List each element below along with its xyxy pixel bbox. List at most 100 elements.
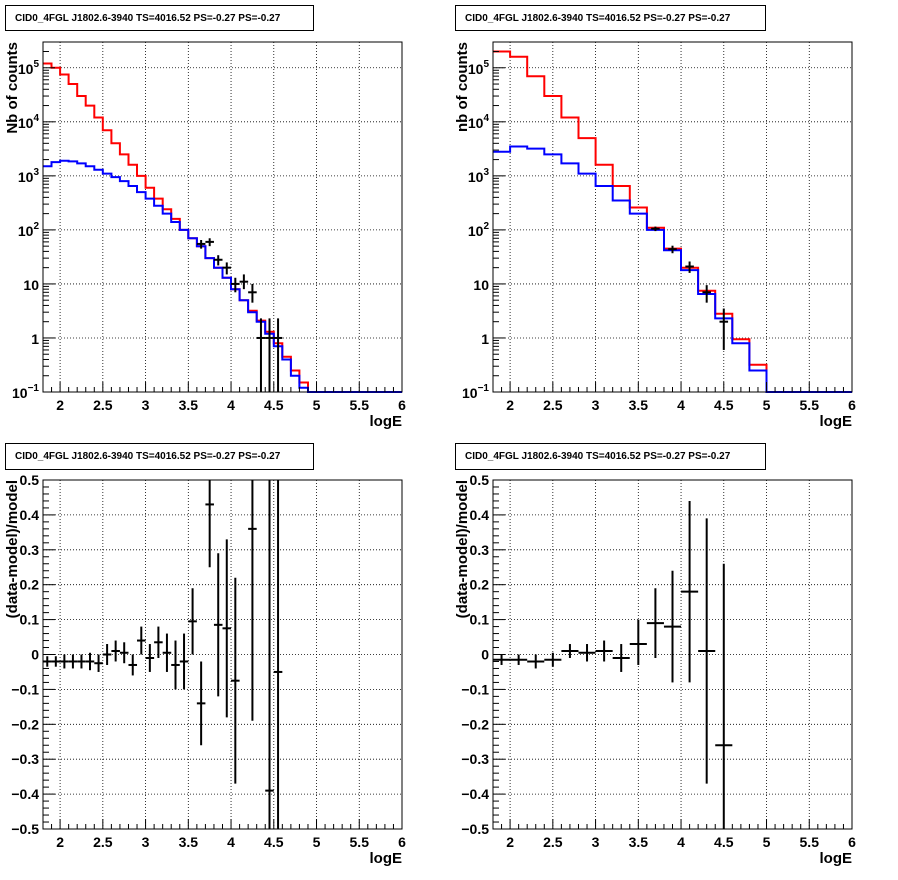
x-tick-label: 5.5 xyxy=(800,397,820,413)
y-tick-label: 0.5 xyxy=(470,472,490,488)
y-tick-label: 0 xyxy=(31,647,39,663)
y-tick-base: 1 xyxy=(481,331,489,347)
data-point xyxy=(145,644,155,672)
chart-title: CID0_4FGL J1802.6-3940 TS=4016.52 PS=-0.… xyxy=(15,451,281,462)
data-point xyxy=(119,642,129,664)
data-point xyxy=(527,654,545,669)
data-point xyxy=(213,255,223,266)
y-tick-label: 0 xyxy=(481,647,489,663)
data-point xyxy=(162,633,172,672)
y-tick-base: 10 xyxy=(12,385,28,401)
y-tick-exponent: 4 xyxy=(483,113,489,124)
x-tick-label: 4 xyxy=(677,834,685,850)
data-point xyxy=(85,652,95,671)
x-tick-label: 5 xyxy=(313,834,321,850)
y-tick-label: −0.4 xyxy=(11,786,39,802)
data-point xyxy=(256,318,266,392)
data-point xyxy=(188,588,197,655)
y-tick-label: −0.2 xyxy=(11,716,39,732)
x-tick-label: 2 xyxy=(506,834,514,850)
panel-3: CID0_4FGL J1802.6-3940 TS=4016.52 PS=-0.… xyxy=(4,443,406,867)
data-point xyxy=(111,640,120,662)
data-point xyxy=(646,588,664,658)
x-tick-label: 5 xyxy=(763,834,771,850)
series-blue-histogram xyxy=(43,159,402,393)
data-point xyxy=(273,318,283,392)
y-tick-base: 10 xyxy=(18,223,34,239)
y-tick-label: 0.1 xyxy=(20,612,40,628)
y-tick-label: −0.5 xyxy=(11,821,39,837)
y-tick-label: 103 xyxy=(468,167,490,185)
data-point xyxy=(205,480,214,568)
x-tick-label: 3.5 xyxy=(629,397,649,413)
y-tick-label: 1 xyxy=(31,331,39,347)
y-tick-base: 10 xyxy=(18,115,34,131)
plot-frame xyxy=(492,41,853,393)
x-tick-label: 4.5 xyxy=(264,834,284,850)
y-tick-base: 10 xyxy=(468,115,484,131)
data-point xyxy=(493,654,511,665)
y-tick-exponent: 4 xyxy=(33,113,39,124)
y-tick-label: 10−1 xyxy=(462,383,489,401)
y-tick-base: 10 xyxy=(23,277,39,293)
data-point xyxy=(171,640,180,690)
title-box xyxy=(5,443,314,470)
y-tick-label: −0.5 xyxy=(461,821,489,837)
data-point xyxy=(698,518,716,784)
y-tick-exponent: 3 xyxy=(33,167,39,178)
x-tick-label: 5 xyxy=(763,397,771,413)
x-tick-label: 3 xyxy=(592,834,600,850)
y-tick-base: 10 xyxy=(473,277,489,293)
panel-2: CID0_4FGL J1802.6-3940 TS=4016.52 PS=-0.… xyxy=(454,5,856,430)
x-tick-label: 3 xyxy=(592,397,600,413)
data-point xyxy=(265,480,274,829)
panel-4: CID0_4FGL J1802.6-3940 TS=4016.52 PS=-0.… xyxy=(454,443,856,867)
y-tick-label: 0.2 xyxy=(470,577,490,593)
y-tick-exponent: 5 xyxy=(33,59,39,70)
data-point xyxy=(102,644,112,665)
y-tick-label: 10 xyxy=(23,277,39,293)
x-tick-label: 4 xyxy=(227,397,235,413)
title-box xyxy=(455,5,766,31)
data-point xyxy=(231,577,240,784)
y-tick-label: 105 xyxy=(468,59,490,77)
data-point xyxy=(51,656,61,667)
data-point xyxy=(239,274,249,290)
y-tick-label: 10 xyxy=(473,277,489,293)
x-tick-label: 3.5 xyxy=(179,397,199,413)
x-tick-label: 5.5 xyxy=(350,834,370,850)
chart-title: CID0_4FGL J1802.6-3940 TS=4016.52 PS=-0.… xyxy=(15,13,281,24)
data-point xyxy=(681,500,699,683)
data-point xyxy=(685,261,694,273)
series-blue-histogram xyxy=(493,145,852,393)
y-tick-label: 102 xyxy=(468,221,490,239)
data-point xyxy=(154,626,163,658)
x-tick-label: 3 xyxy=(142,397,150,413)
x-tick-label: 5.5 xyxy=(350,397,370,413)
y-tick-base: 10 xyxy=(462,385,478,401)
title-box xyxy=(5,5,314,31)
y-axis-title: (data-model)/model xyxy=(454,480,471,618)
y-tick-label: −0.1 xyxy=(461,681,489,697)
x-tick-label: 3.5 xyxy=(179,834,199,850)
y-tick-base: 10 xyxy=(18,169,34,185)
x-tick-label: 3 xyxy=(142,834,150,850)
data-point xyxy=(702,285,711,303)
data-point xyxy=(77,654,86,669)
y-axis-title: Nb of counts xyxy=(4,42,21,134)
y-tick-base: 1 xyxy=(31,331,39,347)
data-point xyxy=(715,563,733,829)
y-tick-exponent: 3 xyxy=(483,167,489,178)
x-tick-label: 2 xyxy=(56,834,64,850)
x-axis-title: logE xyxy=(370,413,403,430)
y-tick-label: 10−1 xyxy=(12,383,39,401)
x-tick-label: 2 xyxy=(56,397,64,413)
y-axis-title: nb of counts xyxy=(454,42,471,132)
data-point xyxy=(205,238,214,247)
y-tick-exponent: 5 xyxy=(483,59,489,70)
y-tick-base: 10 xyxy=(468,61,484,77)
data-point xyxy=(196,240,206,249)
data-point xyxy=(68,654,78,669)
data-point xyxy=(60,654,69,669)
